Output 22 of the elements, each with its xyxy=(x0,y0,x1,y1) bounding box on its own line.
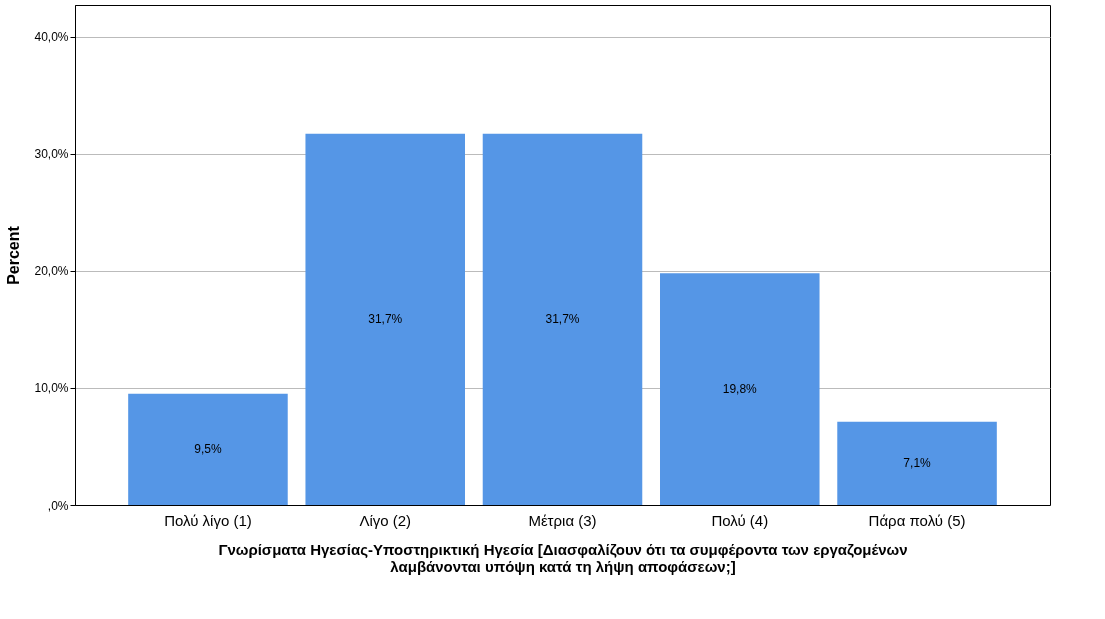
y-tick-label: 20,0% xyxy=(34,264,69,279)
bar xyxy=(482,133,643,505)
bar xyxy=(660,273,820,505)
x-axis-title: Γνωρίσματα Ηγεσίας-Υποστηρικτική Ηγεσία [Διασφαλίζουν ότι τα συμφέροντα των εργαζομένων λαμβάνονται υπόψη κατά τη λήψη αποφάσεων;] xyxy=(218,540,908,575)
bar xyxy=(305,133,465,505)
x-tick-label: Πάρα πολύ (5) xyxy=(868,511,966,529)
x-tick-label: Πολύ (4) xyxy=(711,511,769,529)
y-tick-label: 40,0% xyxy=(34,30,69,45)
y-axis-title: Percent xyxy=(5,225,23,285)
bar xyxy=(128,393,288,505)
data-label: 9,5% xyxy=(194,442,222,457)
y-tick-label: 10,0% xyxy=(34,381,69,396)
data-label: 7,1% xyxy=(903,456,932,471)
data-label: 31,7% xyxy=(545,312,580,327)
x-tick-label: Πολύ λίγο (1) xyxy=(164,511,252,529)
data-label: 31,7% xyxy=(368,312,403,327)
x-tick-label: Λίγο (2) xyxy=(359,511,412,529)
y-tick-label: ,0% xyxy=(47,498,69,513)
bar xyxy=(837,421,997,505)
x-tick-label: Μέτρια (3) xyxy=(528,511,597,529)
y-tick-label: 30,0% xyxy=(34,147,69,162)
data-label: 19,8% xyxy=(722,382,758,397)
